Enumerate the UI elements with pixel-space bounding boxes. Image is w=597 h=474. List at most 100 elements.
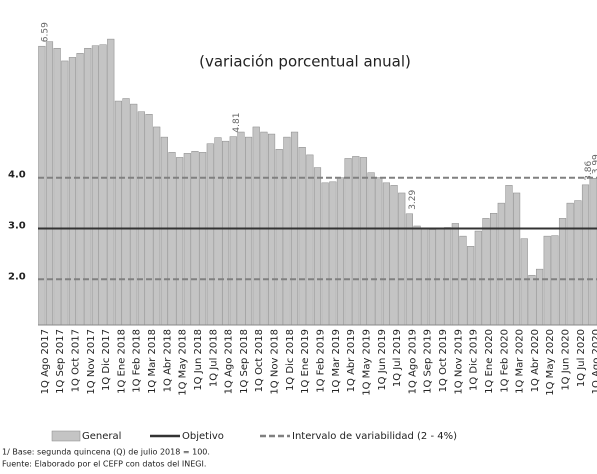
bar — [551, 235, 559, 326]
x-tick-label: 1Q Ago 2017 — [40, 329, 51, 394]
bar — [451, 223, 459, 326]
x-tick-label: 1Q Abr 2019 — [346, 329, 357, 392]
x-tick-label: 1Q Ago 2019 — [407, 329, 418, 394]
bar — [252, 126, 260, 326]
bar — [375, 177, 383, 326]
x-tick-label: 1Q Oct 2017 — [70, 329, 81, 392]
bar — [45, 41, 54, 326]
x-tick-label: 1Q Feb 2018 — [132, 329, 143, 393]
bar — [497, 202, 505, 326]
x-tick-label: 1Q May 2019 — [361, 329, 372, 396]
bar — [543, 235, 551, 326]
bar — [61, 60, 69, 326]
bar — [344, 158, 352, 326]
bar — [566, 202, 574, 326]
bar — [428, 229, 436, 326]
bar — [153, 126, 161, 326]
bar — [535, 268, 544, 326]
x-tick-label: 1Q Mar 2018 — [147, 329, 158, 394]
bar — [130, 103, 138, 326]
x-tick-label: 1Q Sep 2019 — [423, 329, 434, 394]
bar — [76, 53, 84, 326]
x-tick-label: 1Q Jun 2018 — [193, 329, 204, 391]
x-tick-label: 1Q Nov 2017 — [86, 329, 97, 395]
legend-label: General — [82, 431, 121, 442]
bar — [589, 177, 597, 326]
data-label: 3.99 — [592, 154, 597, 174]
bar — [321, 182, 329, 326]
data-label: 6.59 — [40, 22, 50, 42]
x-tick-label: 1Q Dic 2017 — [101, 329, 112, 391]
legend-label: Objetivo — [182, 431, 224, 442]
bar — [558, 218, 567, 326]
bar — [413, 225, 421, 326]
x-tick-label: 1Q Sep 2018 — [239, 329, 250, 394]
footnote: Fuente: Elaborado por el CEFP con datos … — [2, 460, 206, 469]
x-tick-label: 1Q Mar 2019 — [331, 329, 342, 394]
x-tick-label: 1Q Jun 2020 — [561, 329, 572, 391]
bar — [528, 274, 536, 326]
bar — [68, 57, 77, 326]
x-tick-label: 1Q Jul 2019 — [392, 329, 403, 387]
legend-label: Intervalo de variabilidad (2 - 4%) — [292, 431, 457, 442]
bar — [267, 133, 276, 326]
bar — [222, 140, 230, 326]
x-tick-label: 1Q Jul 2020 — [576, 329, 587, 387]
x-tick-label: 1Q Ene 2020 — [484, 329, 495, 394]
chart-subtitle: (variación porcentual anual) — [199, 53, 411, 71]
bar — [283, 136, 291, 326]
y-tick-label: 3.0 — [8, 221, 26, 232]
data-label: 4.81 — [232, 113, 242, 133]
bar — [99, 44, 107, 326]
y-tick-label: 4.0 — [8, 170, 26, 181]
bar — [444, 227, 452, 326]
bar — [91, 45, 100, 326]
x-tick-label: 1Q Jun 2019 — [377, 329, 388, 391]
bar — [490, 213, 498, 326]
bar — [214, 137, 222, 326]
x-tick-label: 1Q Jul 2018 — [208, 329, 219, 387]
bar — [206, 143, 214, 326]
legend-swatch — [51, 430, 81, 442]
x-tick-label: 1Q Feb 2020 — [499, 329, 510, 393]
x-tick-label: 1Q Abr 2020 — [530, 329, 541, 392]
bar — [513, 192, 521, 326]
x-tick-label: 1Q May 2018 — [178, 329, 189, 396]
x-tick-label: 1Q Ago 2018 — [224, 329, 235, 394]
x-tick-label: 1Q May 2020 — [545, 329, 556, 396]
footnote: 1/ Base: segunda quincena (Q) de julio 2… — [2, 448, 210, 457]
bar — [421, 228, 429, 326]
x-tick-label: 1Q Dic 2018 — [285, 329, 296, 391]
x-tick-label: 1Q Mar 2020 — [515, 329, 526, 394]
x-tick-label: 1Q Dic 2019 — [469, 329, 480, 391]
y-tick-label: 2.0 — [8, 271, 26, 282]
bar — [482, 218, 490, 326]
x-tick-label: 1Q Oct 2019 — [438, 329, 449, 392]
bar — [574, 200, 582, 326]
data-label: 3.86 — [584, 161, 594, 181]
x-tick-label: 1Q Oct 2018 — [254, 329, 265, 392]
bar — [160, 136, 168, 326]
bar — [114, 100, 122, 326]
x-tick-label: 1Q Abr 2018 — [162, 329, 173, 392]
bar — [53, 47, 61, 326]
bar — [38, 45, 46, 326]
bar — [176, 157, 184, 326]
x-tick-label: 1Q Ago 2020 — [591, 329, 597, 394]
bar — [467, 246, 475, 326]
bar — [459, 235, 467, 326]
bar — [359, 157, 368, 326]
bar — [436, 228, 444, 326]
bar — [183, 153, 191, 326]
bar — [275, 149, 283, 326]
x-tick-label: 1Q Ene 2018 — [116, 329, 127, 394]
bar — [336, 177, 345, 326]
bar — [390, 185, 398, 326]
bar — [122, 98, 130, 326]
bar — [84, 47, 92, 326]
bar — [367, 172, 375, 326]
x-tick-label: 1Q Sep 2017 — [55, 329, 66, 394]
x-tick-label: 1Q Ene 2019 — [300, 329, 311, 394]
bar — [137, 111, 145, 326]
